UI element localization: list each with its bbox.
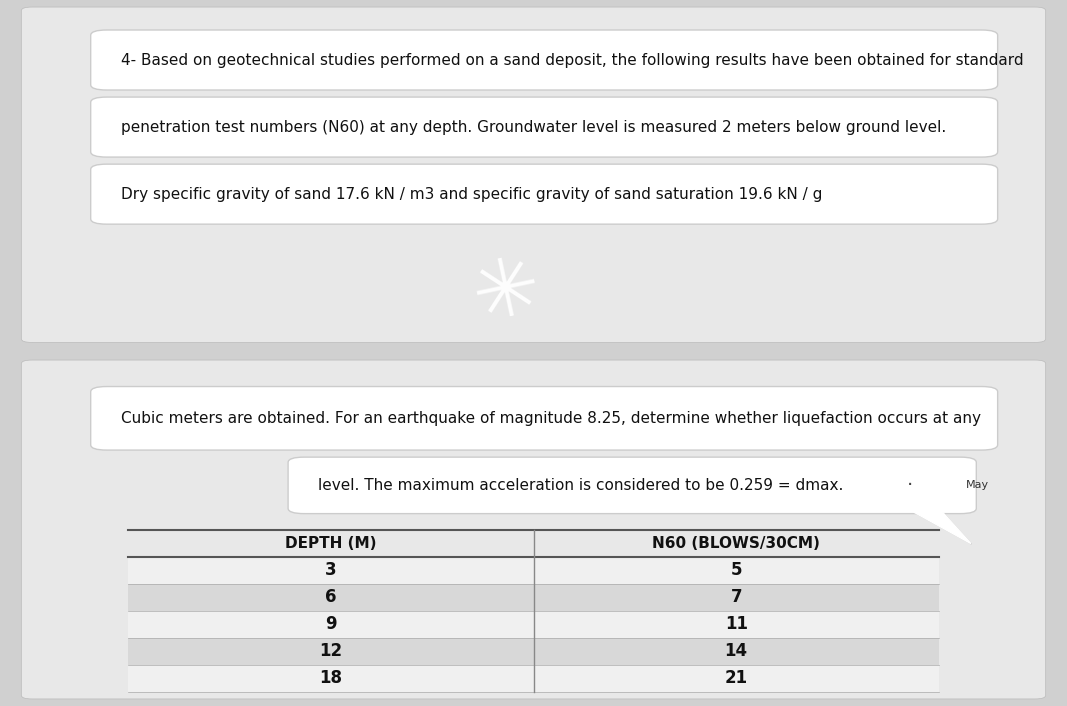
Text: ·: · [907, 476, 913, 495]
FancyBboxPatch shape [91, 386, 998, 450]
Text: ✳: ✳ [465, 248, 548, 338]
Polygon shape [907, 508, 971, 544]
Text: 18: 18 [319, 669, 343, 688]
Text: 4- Based on geotechnical studies performed on a sand deposit, the following resu: 4- Based on geotechnical studies perform… [121, 52, 1023, 68]
Bar [128, 530, 939, 556]
FancyBboxPatch shape [21, 360, 1046, 699]
Text: 14: 14 [724, 642, 748, 660]
Text: Dry specific gravity of sand 17.6 kN / m3 and specific gravity of sand saturatio: Dry specific gravity of sand 17.6 kN / m… [121, 186, 822, 202]
FancyBboxPatch shape [91, 97, 998, 157]
Text: 5: 5 [731, 561, 742, 579]
Text: 7: 7 [731, 588, 742, 606]
Bar [128, 665, 939, 692]
Text: Cubic meters are obtained. For an earthquake of magnitude 8.25, determine whethe: Cubic meters are obtained. For an earthq… [121, 411, 981, 426]
Text: DEPTH (M): DEPTH (M) [285, 536, 377, 551]
Text: 11: 11 [724, 615, 748, 633]
Text: N60 (BLOWS/30CM): N60 (BLOWS/30CM) [652, 536, 821, 551]
Text: 9: 9 [325, 615, 336, 633]
Text: penetration test numbers (N60) at any depth. Groundwater level is measured 2 met: penetration test numbers (N60) at any de… [121, 119, 945, 135]
Text: May: May [966, 480, 989, 491]
Text: 21: 21 [724, 669, 748, 688]
Text: 6: 6 [325, 588, 336, 606]
Text: 12: 12 [319, 642, 343, 660]
Text: level. The maximum acceleration is considered to be 0.259 = dmax.: level. The maximum acceleration is consi… [318, 478, 843, 493]
Bar [128, 584, 939, 611]
FancyBboxPatch shape [21, 7, 1046, 342]
Bar [128, 611, 939, 638]
Bar [128, 556, 939, 584]
FancyBboxPatch shape [288, 457, 976, 514]
Text: 3: 3 [325, 561, 336, 579]
FancyBboxPatch shape [91, 30, 998, 90]
Bar [128, 638, 939, 665]
FancyBboxPatch shape [91, 164, 998, 224]
